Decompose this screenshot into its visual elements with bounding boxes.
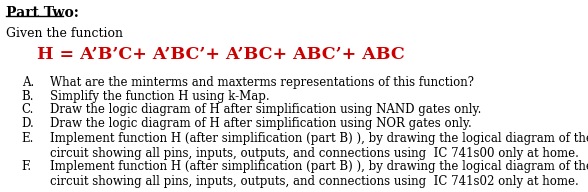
Text: E.: E. bbox=[22, 132, 34, 145]
Text: Draw the logic diagram of H after simplification using NAND gates only.: Draw the logic diagram of H after simpli… bbox=[50, 103, 481, 117]
Text: Part Two:: Part Two: bbox=[6, 6, 79, 20]
Text: F.: F. bbox=[22, 160, 32, 173]
Text: C.: C. bbox=[22, 103, 34, 117]
Text: H = A’B’C+ A’BC’+ A’BC+ ABC’+ ABC: H = A’B’C+ A’BC’+ A’BC+ ABC’+ ABC bbox=[37, 46, 405, 63]
Text: Implement function H (after simplification (part B) ), by drawing the logical di: Implement function H (after simplificati… bbox=[50, 160, 588, 188]
Text: D.: D. bbox=[22, 118, 34, 130]
Text: A.: A. bbox=[22, 76, 34, 89]
Text: Simplify the function H using k-Map.: Simplify the function H using k-Map. bbox=[50, 89, 269, 103]
Text: What are the minterms and maxterms representations of this function?: What are the minterms and maxterms repre… bbox=[50, 76, 474, 89]
Text: Given the function: Given the function bbox=[6, 27, 123, 40]
Text: B.: B. bbox=[22, 89, 34, 103]
Text: Draw the logic diagram of H after simplification using NOR gates only.: Draw the logic diagram of H after simpli… bbox=[50, 118, 472, 130]
Text: Implement function H (after simplification (part B) ), by drawing the logical di: Implement function H (after simplificati… bbox=[50, 132, 588, 160]
